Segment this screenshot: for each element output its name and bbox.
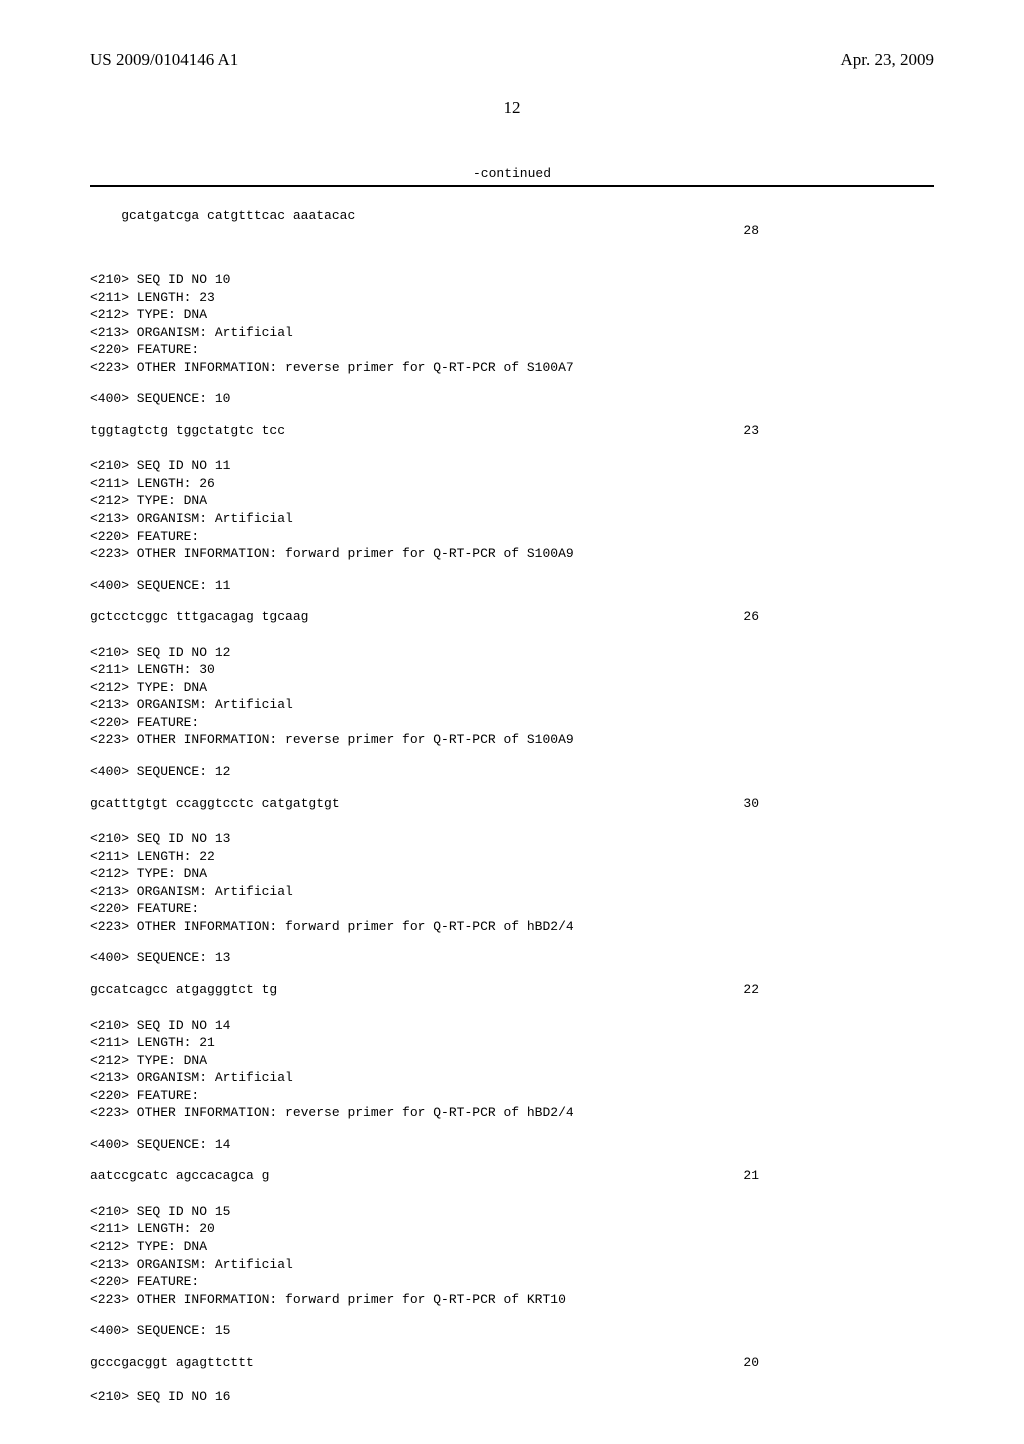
- meta-line: <223> OTHER INFORMATION: reverse primer …: [90, 731, 934, 749]
- sequence-label: <400> SEQUENCE: 10: [90, 390, 934, 408]
- meta-line: <223> OTHER INFORMATION: reverse primer …: [90, 359, 934, 377]
- meta-line: <223> OTHER INFORMATION: forward primer …: [90, 918, 934, 936]
- sequence-length: 21: [743, 1167, 934, 1185]
- sequence-length: 28: [743, 223, 934, 238]
- sequence-length: 22: [743, 981, 934, 999]
- meta-line: <223> OTHER INFORMATION: forward primer …: [90, 545, 934, 563]
- meta-line: <213> ORGANISM: Artificial: [90, 1256, 934, 1274]
- sequence-row: gcccgacggt agagttcttt 20: [90, 1354, 934, 1372]
- meta-line: <210> SEQ ID NO 13: [90, 830, 934, 848]
- sequence-entry: <210> SEQ ID NO 12<211> LENGTH: 30<212> …: [90, 644, 934, 812]
- sequence-row: gcatttgtgt ccaggtcctc catgatgtgt 30: [90, 795, 934, 813]
- sequence-row: gctcctcggc tttgacagag tgcaag 26: [90, 608, 934, 626]
- sequence-row: tggtagtctg tggctatgtc tcc 23: [90, 422, 934, 440]
- sequence-row: gccatcagcc atgagggtct tg 22: [90, 981, 934, 999]
- meta-line: <223> OTHER INFORMATION: reverse primer …: [90, 1104, 934, 1122]
- sequence-entries: <210> SEQ ID NO 10<211> LENGTH: 23<212> …: [90, 271, 934, 1371]
- publication-date: Apr. 23, 2009: [841, 50, 935, 70]
- section-rule: [90, 185, 934, 187]
- meta-line: <223> OTHER INFORMATION: forward primer …: [90, 1291, 934, 1309]
- sequence-entry: <210> SEQ ID NO 15<211> LENGTH: 20<212> …: [90, 1203, 934, 1371]
- sequence-text: gcatgatcga catgtttcac aaatacac: [121, 208, 355, 223]
- meta-line: <211> LENGTH: 30: [90, 661, 934, 679]
- meta-line: <220> FEATURE:: [90, 1273, 934, 1291]
- sequence-text: gcccgacggt agagttcttt: [90, 1354, 254, 1372]
- meta-line: <220> FEATURE:: [90, 714, 934, 732]
- trailing-meta: <210> SEQ ID NO 16: [90, 1389, 934, 1404]
- meta-line: <213> ORGANISM: Artificial: [90, 324, 934, 342]
- sequence-text: aatccgcatc agccacagca g: [90, 1167, 269, 1185]
- sequence-entry: <210> SEQ ID NO 10<211> LENGTH: 23<212> …: [90, 271, 934, 439]
- sequence-text: tggtagtctg tggctatgtc tcc: [90, 422, 285, 440]
- continued-label: -continued: [90, 166, 934, 181]
- meta-line: <210> SEQ ID NO 12: [90, 644, 934, 662]
- sequence-row: aatccgcatc agccacagca g 21: [90, 1167, 934, 1185]
- sequence-label: <400> SEQUENCE: 14: [90, 1136, 934, 1154]
- sequence-entry: <210> SEQ ID NO 14<211> LENGTH: 21<212> …: [90, 1017, 934, 1185]
- initial-sequence-row: gcatgatcga catgtttcac aaatacac 28: [90, 193, 934, 253]
- meta-line: <213> ORGANISM: Artificial: [90, 696, 934, 714]
- sequence-text: gctcctcggc tttgacagag tgcaag: [90, 608, 308, 626]
- sequence-length: 23: [743, 422, 934, 440]
- meta-line: <212> TYPE: DNA: [90, 306, 934, 324]
- sequence-length: 30: [743, 795, 934, 813]
- meta-line: <210> SEQ ID NO 10: [90, 271, 934, 289]
- meta-line: <211> LENGTH: 22: [90, 848, 934, 866]
- meta-line: <212> TYPE: DNA: [90, 679, 934, 697]
- sequence-entry: <210> SEQ ID NO 13<211> LENGTH: 22<212> …: [90, 830, 934, 998]
- sequence-entry: <210> SEQ ID NO 11<211> LENGTH: 26<212> …: [90, 457, 934, 625]
- meta-line: <220> FEATURE:: [90, 341, 934, 359]
- meta-line: <212> TYPE: DNA: [90, 492, 934, 510]
- sequence-text: gccatcagcc atgagggtct tg: [90, 981, 277, 999]
- meta-line: <210> SEQ ID NO 15: [90, 1203, 934, 1221]
- meta-line: <212> TYPE: DNA: [90, 1238, 934, 1256]
- sequence-label: <400> SEQUENCE: 12: [90, 763, 934, 781]
- page-number: 12: [90, 98, 934, 118]
- meta-line: <211> LENGTH: 23: [90, 289, 934, 307]
- meta-line: <220> FEATURE:: [90, 1087, 934, 1105]
- meta-line: <210> SEQ ID NO 14: [90, 1017, 934, 1035]
- meta-line: <220> FEATURE:: [90, 528, 934, 546]
- sequence-label: <400> SEQUENCE: 11: [90, 577, 934, 595]
- page-header: US 2009/0104146 A1 Apr. 23, 2009: [90, 50, 934, 70]
- meta-line: <211> LENGTH: 20: [90, 1220, 934, 1238]
- meta-line: <213> ORGANISM: Artificial: [90, 883, 934, 901]
- meta-line: <212> TYPE: DNA: [90, 865, 934, 883]
- meta-line: <213> ORGANISM: Artificial: [90, 1069, 934, 1087]
- sequence-label: <400> SEQUENCE: 15: [90, 1322, 934, 1340]
- meta-line: <212> TYPE: DNA: [90, 1052, 934, 1070]
- meta-line: <213> ORGANISM: Artificial: [90, 510, 934, 528]
- meta-line: <211> LENGTH: 21: [90, 1034, 934, 1052]
- sequence-length: 26: [743, 608, 934, 626]
- sequence-length: 20: [743, 1354, 934, 1372]
- meta-line: <211> LENGTH: 26: [90, 475, 934, 493]
- meta-line: <220> FEATURE:: [90, 900, 934, 918]
- publication-number: US 2009/0104146 A1: [90, 50, 238, 70]
- meta-line: <210> SEQ ID NO 11: [90, 457, 934, 475]
- sequence-text: gcatttgtgt ccaggtcctc catgatgtgt: [90, 795, 340, 813]
- sequence-label: <400> SEQUENCE: 13: [90, 949, 934, 967]
